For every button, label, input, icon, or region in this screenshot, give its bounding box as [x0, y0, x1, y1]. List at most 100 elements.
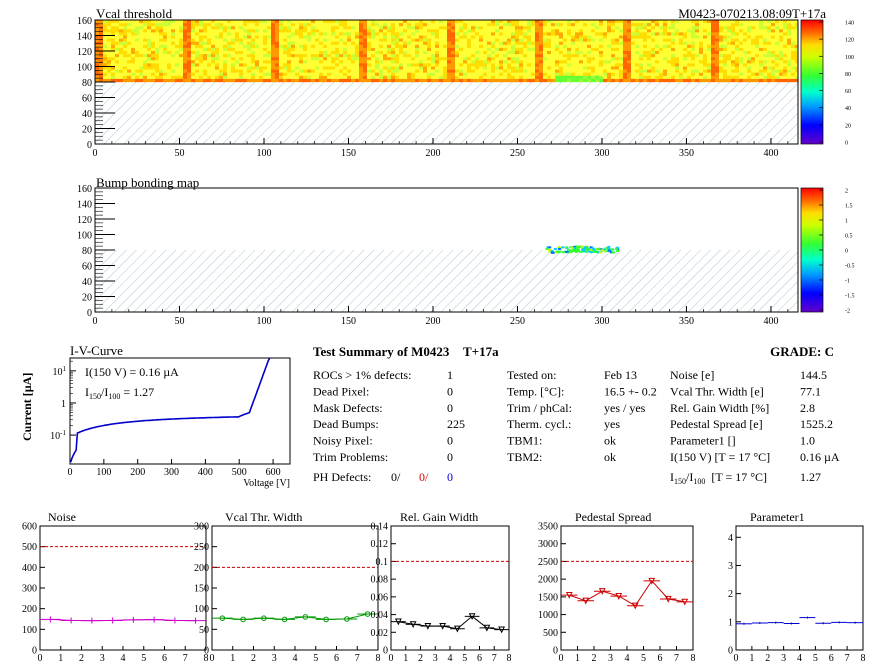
roc-point	[598, 588, 606, 595]
map-x-tick-label: 250	[510, 148, 525, 159]
map-y-tick-label: 0	[87, 308, 92, 319]
map1-palette	[800, 19, 824, 145]
summary-label: Dead Pixel:	[313, 384, 369, 398]
ratio-label: I150/I100 [T = 17 °C]	[670, 470, 767, 486]
roc-x-tick-label: 3	[781, 653, 786, 664]
roc-y-tick-label: 1000	[538, 610, 558, 621]
roc-x-tick-label: 8	[691, 653, 696, 664]
iv-x-tick-label: 300	[164, 467, 179, 478]
roc-point	[302, 614, 309, 620]
roc-x-tick-label: 3	[608, 653, 613, 664]
map2-bad-bump-cells	[545, 245, 620, 254]
map2-title: Bump bonding map	[96, 175, 199, 190]
iv-y-tick-label: 1	[61, 399, 66, 410]
roc-chart-title: Noise	[48, 510, 76, 524]
roc-x-tick-label: 0	[389, 653, 394, 664]
map1-pixel-cells	[95, 20, 798, 83]
roc-x-tick-label: 7	[845, 653, 850, 664]
roc-chart-title: Vcal Thr. Width	[225, 510, 302, 524]
palette-tick-label: -1.5	[845, 294, 855, 300]
ratio-value: 1.27	[800, 470, 821, 484]
map-x-tick-label: 100	[256, 148, 271, 159]
roc-x-tick-label: 2	[592, 653, 597, 664]
bump-bonding-map: Bump bonding map 0 50 100 150 200 250 300 350 40…	[77, 175, 855, 327]
palette-tick-label: 0	[845, 141, 848, 147]
summary-title: Test Summary of M0423	[313, 344, 450, 359]
summary-value: 2.8	[800, 401, 815, 415]
summary-label: Vcal Thr. Width [e]	[670, 384, 764, 398]
map-y-tick-label: 40	[82, 109, 92, 120]
roc-x-tick-label: 8	[507, 653, 512, 664]
roc-x-tick-label: 8	[861, 653, 866, 664]
palette-tick-label: 40	[845, 106, 851, 112]
roc-x-tick-label: 6	[829, 653, 834, 664]
summary-label: Therm. cycl.:	[507, 417, 571, 431]
roc-x-tick-label: 5	[641, 653, 646, 664]
ph-defects-value-2: 0/	[419, 470, 429, 484]
roc-y-tick-label: 2500	[538, 557, 558, 568]
roc-point	[261, 615, 267, 621]
map-x-tick-label: 100	[256, 316, 271, 327]
summary-value: 0	[447, 384, 453, 398]
map-y-tick-label: 20	[82, 293, 92, 304]
map-y-tick-label: 100	[77, 231, 92, 242]
roc-point	[394, 618, 402, 626]
ph-defects-label: PH Defects:	[313, 470, 371, 484]
map2-axes: 0 50 100 150 200 250 300 350 400 0 20 40 60 80 100 120 1…	[77, 184, 789, 327]
roc-x-tick-label: 1	[403, 653, 408, 664]
roc-point	[498, 626, 506, 634]
roc-y-tick-label: 3	[728, 561, 733, 572]
roc-point	[439, 622, 447, 630]
palette-tick-label: 80	[845, 72, 851, 78]
roc-x-tick-label: 1	[230, 653, 235, 664]
roc-x-tick-label: 0	[734, 653, 739, 664]
roc-chart-frame	[39, 525, 207, 651]
map2-palette-ticks: 2 1.5 1 0.5 0 -0.5 -1 -1.5 -2	[819, 189, 855, 315]
summary-label: Trim Problems:	[313, 450, 388, 464]
summary-label: TBM1:	[507, 434, 542, 448]
map-x-tick-label: 150	[341, 316, 356, 327]
map-x-tick-label: 350	[679, 316, 694, 327]
map-y-tick-label: 80	[82, 78, 92, 89]
module-id: M0423-070213.08:09T+17a	[678, 6, 826, 21]
ph-defects-row: PH Defects: 0/ 0/ 0	[313, 470, 453, 484]
summary-value: yes / yes	[604, 401, 646, 415]
summary-value: 0.16 µA	[800, 450, 840, 464]
iv-curve-line	[69, 357, 271, 463]
palette-tick-label: 100	[845, 55, 854, 61]
iv-line2: I150/I100 = 1.27	[85, 385, 154, 401]
summary-label: Mask Defects:	[313, 401, 383, 415]
summary-label: Noisy Pixel:	[313, 434, 373, 448]
palette-tick-label: -0.5	[845, 264, 855, 270]
iv-x-tick-label: 400	[198, 467, 213, 478]
roc-x-tick-label: 7	[355, 653, 360, 664]
map-y-tick-label: 20	[82, 125, 92, 136]
roc-point	[219, 615, 226, 621]
summary-value: 0	[447, 434, 453, 448]
roc-point	[615, 593, 623, 600]
roc-point	[364, 611, 371, 617]
roc-point	[240, 616, 246, 623]
roc-point	[424, 622, 432, 630]
roc-y-tick-label: 0.12	[371, 539, 389, 550]
palette-tick-label: 20	[845, 123, 851, 129]
roc-x-tick-label: 4	[625, 653, 630, 664]
summary-label: Tested on:	[507, 368, 556, 382]
palette-tick-label: 60	[845, 89, 851, 95]
summary-value: 1.0	[800, 434, 815, 448]
summary-value: 225	[447, 417, 465, 431]
map1-palette-ticks: 140 120 100 80 60 40 20 0	[819, 21, 854, 147]
roc-y-tick-label: 100	[194, 604, 209, 615]
roc-x-tick-label: 0	[210, 653, 215, 664]
summary-value: 0	[447, 401, 453, 415]
roc-x-tick-label: 4	[293, 653, 298, 664]
map-x-tick-label: 200	[425, 148, 440, 159]
roc-y-tick-label: 3000	[538, 539, 558, 550]
palette-tick-label: 2	[845, 189, 848, 195]
summary-label: Temp. [°C]:	[507, 384, 564, 398]
summary-label: Parameter1 []	[670, 434, 736, 448]
map-x-tick-label: 300	[594, 148, 609, 159]
map-y-tick-label: 80	[82, 246, 92, 257]
